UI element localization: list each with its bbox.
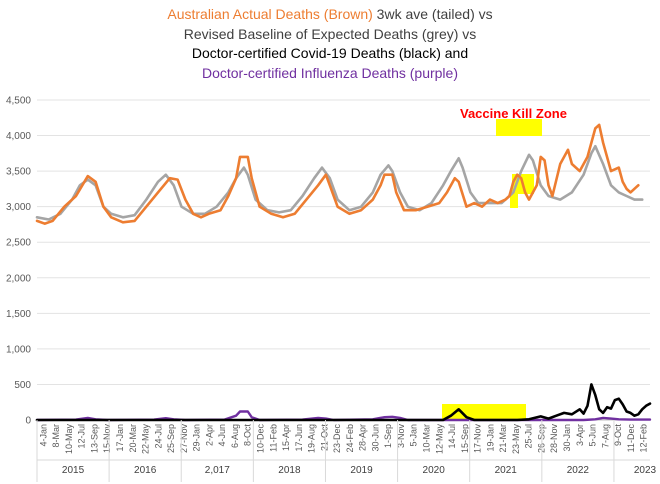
x-tick-label: 3-Apr xyxy=(575,424,585,446)
x-year-label: 2020 xyxy=(423,465,446,476)
x-tick-label: 15-Apr xyxy=(281,424,291,451)
kill-zone-actual-highlight-2 xyxy=(510,190,518,208)
x-tick-label: 11-Feb xyxy=(268,424,278,452)
x-tick-label: 6-Aug xyxy=(230,424,240,448)
x-tick-label: 14-Jul xyxy=(447,424,457,449)
x-tick-label: 8-Mar xyxy=(51,424,61,448)
x-tick-label: 17-Jun xyxy=(294,424,304,452)
y-tick-label: 2,500 xyxy=(6,238,31,249)
x-tick-label: 19-Aug xyxy=(307,424,317,453)
vaccine-kill-zone-annotation: Vaccine Kill Zone xyxy=(460,106,567,121)
x-tick-label: 21-Oct xyxy=(319,424,329,452)
x-tick-label: 10-Dec xyxy=(256,424,266,454)
x-tick-label: 5-Jan xyxy=(409,424,419,447)
x-tick-label: 22-May xyxy=(141,424,151,455)
x-tick-label: 10-May xyxy=(64,424,74,455)
x-tick-label: 11-Dec xyxy=(626,424,636,453)
x-tick-label: 7-Aug xyxy=(600,424,610,448)
series-line-covid xyxy=(35,383,652,422)
x-tick-label: 3-Nov xyxy=(396,424,406,449)
x-tick-label: 17-Jan xyxy=(115,424,125,452)
x-tick-label: 24-Feb xyxy=(345,424,355,453)
x-tick-label: 25-Jul xyxy=(524,424,534,449)
x-tick-label: 1-Sep xyxy=(383,424,393,448)
y-tick-label: 4,500 xyxy=(6,96,31,107)
x-year-label: 2019 xyxy=(350,465,373,476)
series-group xyxy=(35,123,652,422)
x-tick-label: 23-Dec xyxy=(332,424,342,454)
y-tick-label: 3,000 xyxy=(6,202,31,213)
x-tick-label: 5-Jun xyxy=(588,424,598,447)
y-axis: 0 500 1,000 1,500 2,000 2,500 3,000 3,500 4,000 4… xyxy=(6,96,31,427)
x-tick-label: 20-Mar xyxy=(128,424,138,453)
x-tick-label: 27-Nov xyxy=(179,424,189,454)
chart-title-line-2: Revised Baseline of Expected Deaths (gre… xyxy=(184,26,477,42)
title-actual-label: Australian Actual Deaths (Brown) xyxy=(167,6,372,22)
x-year-label: 2015 xyxy=(62,465,85,476)
series-line-baseline xyxy=(35,144,644,221)
chart-title-line-4: Doctor-certified Influenza Deaths (purpl… xyxy=(202,65,458,81)
x-axis: 4-Jan 8-Mar 10-May 12-Jul 13-Sep 15-Nov 17-Jan… xyxy=(36,420,657,482)
x-tick-label: 21-Mar xyxy=(498,424,508,453)
x-year-label: 2018 xyxy=(278,465,301,476)
x-tick-label: 10-Mar xyxy=(422,424,432,453)
series-line-actual xyxy=(35,123,640,225)
x-tick-label: 24-Jul xyxy=(153,424,163,449)
x-tick-label: 15-Nov xyxy=(102,424,112,454)
y-tick-label: 3,500 xyxy=(6,167,31,178)
y-tick-label: 0 xyxy=(25,416,31,427)
chart-title-line-1: Australian Actual Deaths (Brown) 3wk ave… xyxy=(167,6,492,22)
x-tick-label: 12-Feb xyxy=(639,424,649,453)
x-tick-label: 23-May xyxy=(511,424,521,455)
x-tick-label: 12-May xyxy=(434,424,444,455)
x-tick-label: 8-Oct xyxy=(243,424,253,447)
x-tick-label: 30-Jan xyxy=(562,424,572,452)
y-tick-label: 1,500 xyxy=(6,309,31,320)
x-year-label: 2023 xyxy=(634,465,657,476)
x-tick-label: 9-Oct xyxy=(613,424,623,447)
x-tick-label: 4-Jan xyxy=(38,424,48,447)
x-year-label: 2021 xyxy=(495,465,518,476)
chart-title-line-3: Doctor-certified Covid-19 Deaths (black)… xyxy=(192,45,468,61)
x-tick-label: 2-Apr xyxy=(204,424,214,446)
x-tick-label: 28-Nov xyxy=(549,424,559,454)
x-year-label: 2016 xyxy=(134,465,157,476)
x-tick-label: 30-Jun xyxy=(370,424,380,452)
x-year-label: 2,017 xyxy=(205,465,230,476)
covid-highlight-band xyxy=(442,404,526,420)
x-tick-label: 12-Jul xyxy=(77,424,87,449)
x-tick-label: 28-Apr xyxy=(358,424,368,451)
x-tick-label: 15-Sep xyxy=(460,424,470,453)
y-tick-label: 1,000 xyxy=(6,344,31,355)
x-year-label: 2022 xyxy=(567,465,590,476)
x-tick-label: 13-Sep xyxy=(90,424,100,453)
y-tick-label: 4,000 xyxy=(6,131,31,142)
x-tick-label: 17-Nov xyxy=(473,424,483,454)
x-tick-label: 19-Jan xyxy=(485,424,495,452)
kill-zone-label-highlight xyxy=(496,119,542,136)
x-tick-label: 25-Sep xyxy=(166,424,176,453)
y-tick-label: 2,000 xyxy=(6,273,31,284)
gridlines xyxy=(37,99,650,421)
x-tick-label: 4-Jun xyxy=(217,424,227,447)
x-tick-label: 29-Jan xyxy=(192,424,202,452)
y-tick-label: 500 xyxy=(14,380,31,391)
title-line-1-rest: 3wk ave (tailed) vs xyxy=(373,6,493,22)
